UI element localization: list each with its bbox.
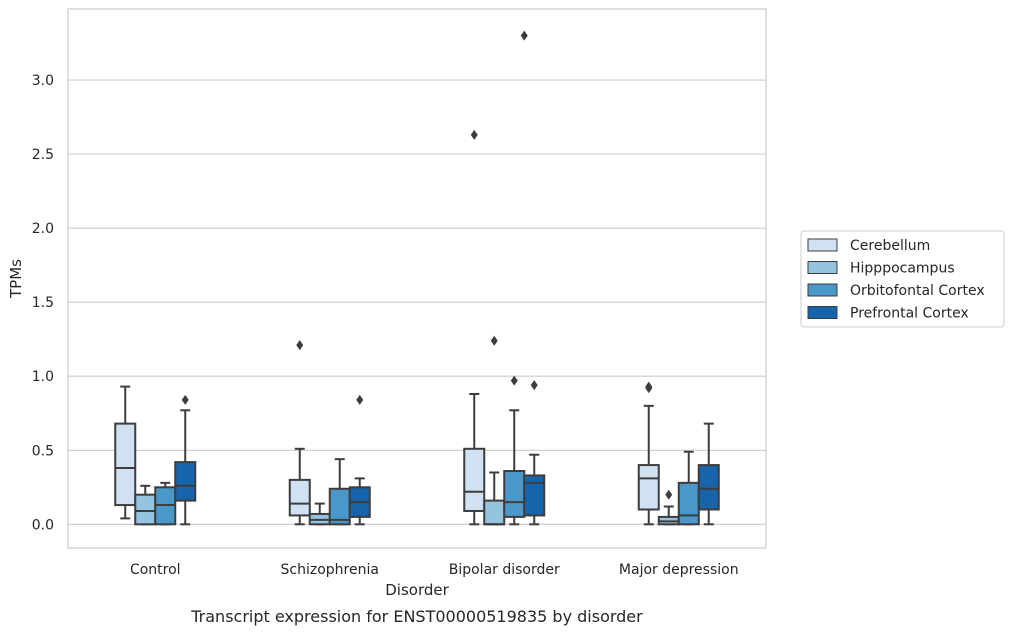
figure-caption: Transcript expression for ENST0000051983… [190,607,643,626]
box [677,481,700,526]
y-tick-label: 1.5 [32,295,54,311]
legend-label: Orbitofontal Cortex [850,283,985,299]
box [483,499,506,526]
outlier-point [490,335,498,346]
outlier-point [520,30,528,41]
box [463,447,486,512]
y-axis-label: TPMs [7,259,25,299]
legend: Cerebellum Hipppocampus Orbitofontal Corte… [800,230,1005,328]
outlier-point [665,489,673,500]
box [697,464,720,511]
legend-label: Hipppocampus [850,261,955,277]
y-tick-label: 0.0 [32,517,54,533]
y-tick-label: 1.0 [32,369,54,385]
outlier-point [645,381,653,392]
plot-area-border [67,8,767,549]
y-tick-label: 2.5 [32,147,54,163]
x-tick-label: Control [130,562,181,578]
box [114,422,137,507]
legend-swatch [807,306,838,319]
outlier-point [181,394,189,405]
boxes [114,30,720,526]
x-tick-label: Major depression [619,562,739,578]
x-tick-label: Bipolar disorder [449,562,560,578]
x-axis-label: Disorder [385,581,449,599]
legend-label: Cerebellum [850,238,930,254]
outlier-point [530,380,538,391]
outlier-point [356,394,364,405]
box [523,474,546,517]
y-tick-label: 0.5 [32,443,54,459]
box [288,478,311,517]
legend-swatch [807,261,838,274]
legend-swatch [807,283,838,297]
box [637,464,660,511]
legend-label: Prefrontal Cortex [850,306,969,322]
box [174,461,197,502]
outlier-point [510,375,518,386]
outlier-point [470,129,478,140]
box [503,470,526,518]
outlier-point [296,340,304,351]
x-tick-label: Schizophrenia [281,562,379,578]
y-tick-label: 2.0 [32,221,54,237]
y-axis-ticks: 0.0 0.5 1.0 1.5 2.0 2.5 3.0 [32,73,54,533]
box [134,493,157,526]
y-tick-label: 3.0 [32,73,54,89]
x-axis-ticks: Control Schizophrenia Bipolar disorder Majo… [130,562,739,578]
legend-box [800,230,1005,328]
legend-swatch [807,238,838,252]
